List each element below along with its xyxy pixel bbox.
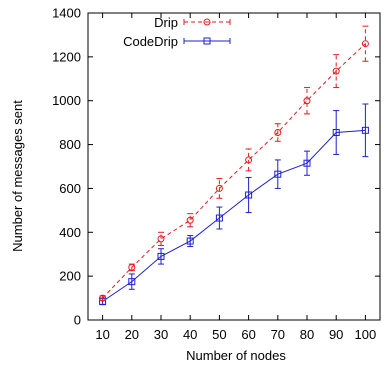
error-bar: [304, 87, 310, 115]
error-bar: [245, 148, 252, 172]
x-tick-label: 40: [183, 327, 197, 342]
data-point: [361, 40, 369, 48]
y-tick-label: 1400: [52, 6, 81, 21]
data-point: [245, 191, 253, 199]
plot-area: 0 200 400 600 800 1000 1200 1400 10 20 30 40 50 60 70 8…: [52, 6, 381, 342]
data-point: [361, 126, 369, 134]
y-tick-label: 1000: [52, 93, 81, 108]
data-point: [245, 156, 253, 164]
legend-marker: [203, 18, 211, 26]
legend: Drip CodeDrip: [123, 15, 231, 49]
legend-item-codedrip: CodeDrip: [123, 34, 231, 49]
error-bar: [187, 213, 194, 228]
x-axis-label: Number of nodes: [186, 348, 286, 363]
series-codedrip: [99, 103, 369, 306]
y-tick-label: 0: [74, 313, 81, 328]
data-point: [332, 67, 340, 75]
data-point: [157, 252, 165, 260]
data-point: [128, 278, 136, 286]
data-point: [303, 159, 311, 167]
x-tick-label: 90: [329, 327, 343, 342]
plot-frame: [87, 12, 381, 321]
data-point: [128, 263, 136, 271]
x-tick-label: 20: [125, 327, 139, 342]
data-point: [215, 214, 223, 222]
y-tick-label: 200: [59, 269, 81, 284]
legend-marker: [203, 37, 211, 45]
data-point: [157, 235, 165, 243]
series-drip: [99, 25, 369, 302]
data-point: [274, 129, 282, 137]
error-bar: [333, 54, 340, 89]
legend-item-drip: Drip: [154, 15, 231, 30]
x-tick-label: 10: [95, 327, 109, 342]
data-point: [303, 97, 311, 105]
error-bar: [158, 231, 164, 246]
series-line: [102, 129, 366, 302]
y-tick-label: 400: [59, 225, 81, 240]
data-point: [332, 129, 340, 137]
data-point: [186, 237, 194, 245]
x-tick-label: 50: [212, 327, 226, 342]
error-bar: [216, 178, 223, 199]
y-tick-label: 600: [59, 181, 81, 196]
x-tick-label: 100: [355, 327, 377, 342]
series-line: [102, 43, 366, 299]
data-point: [215, 184, 223, 192]
legend-label: Drip: [154, 15, 178, 30]
data-point: [99, 294, 107, 302]
y-axis-label: Number of messages sent: [10, 100, 25, 252]
data-point: [274, 170, 282, 178]
y-tick-label: 800: [59, 137, 81, 152]
x-tick-label: 30: [154, 327, 168, 342]
x-tick-label: 80: [300, 327, 314, 342]
y-tick-label: 1200: [52, 49, 81, 64]
data-point: [186, 216, 194, 224]
legend-label: CodeDrip: [123, 34, 178, 49]
x-tick-label: 60: [241, 327, 255, 342]
x-tick-label: 70: [271, 327, 285, 342]
